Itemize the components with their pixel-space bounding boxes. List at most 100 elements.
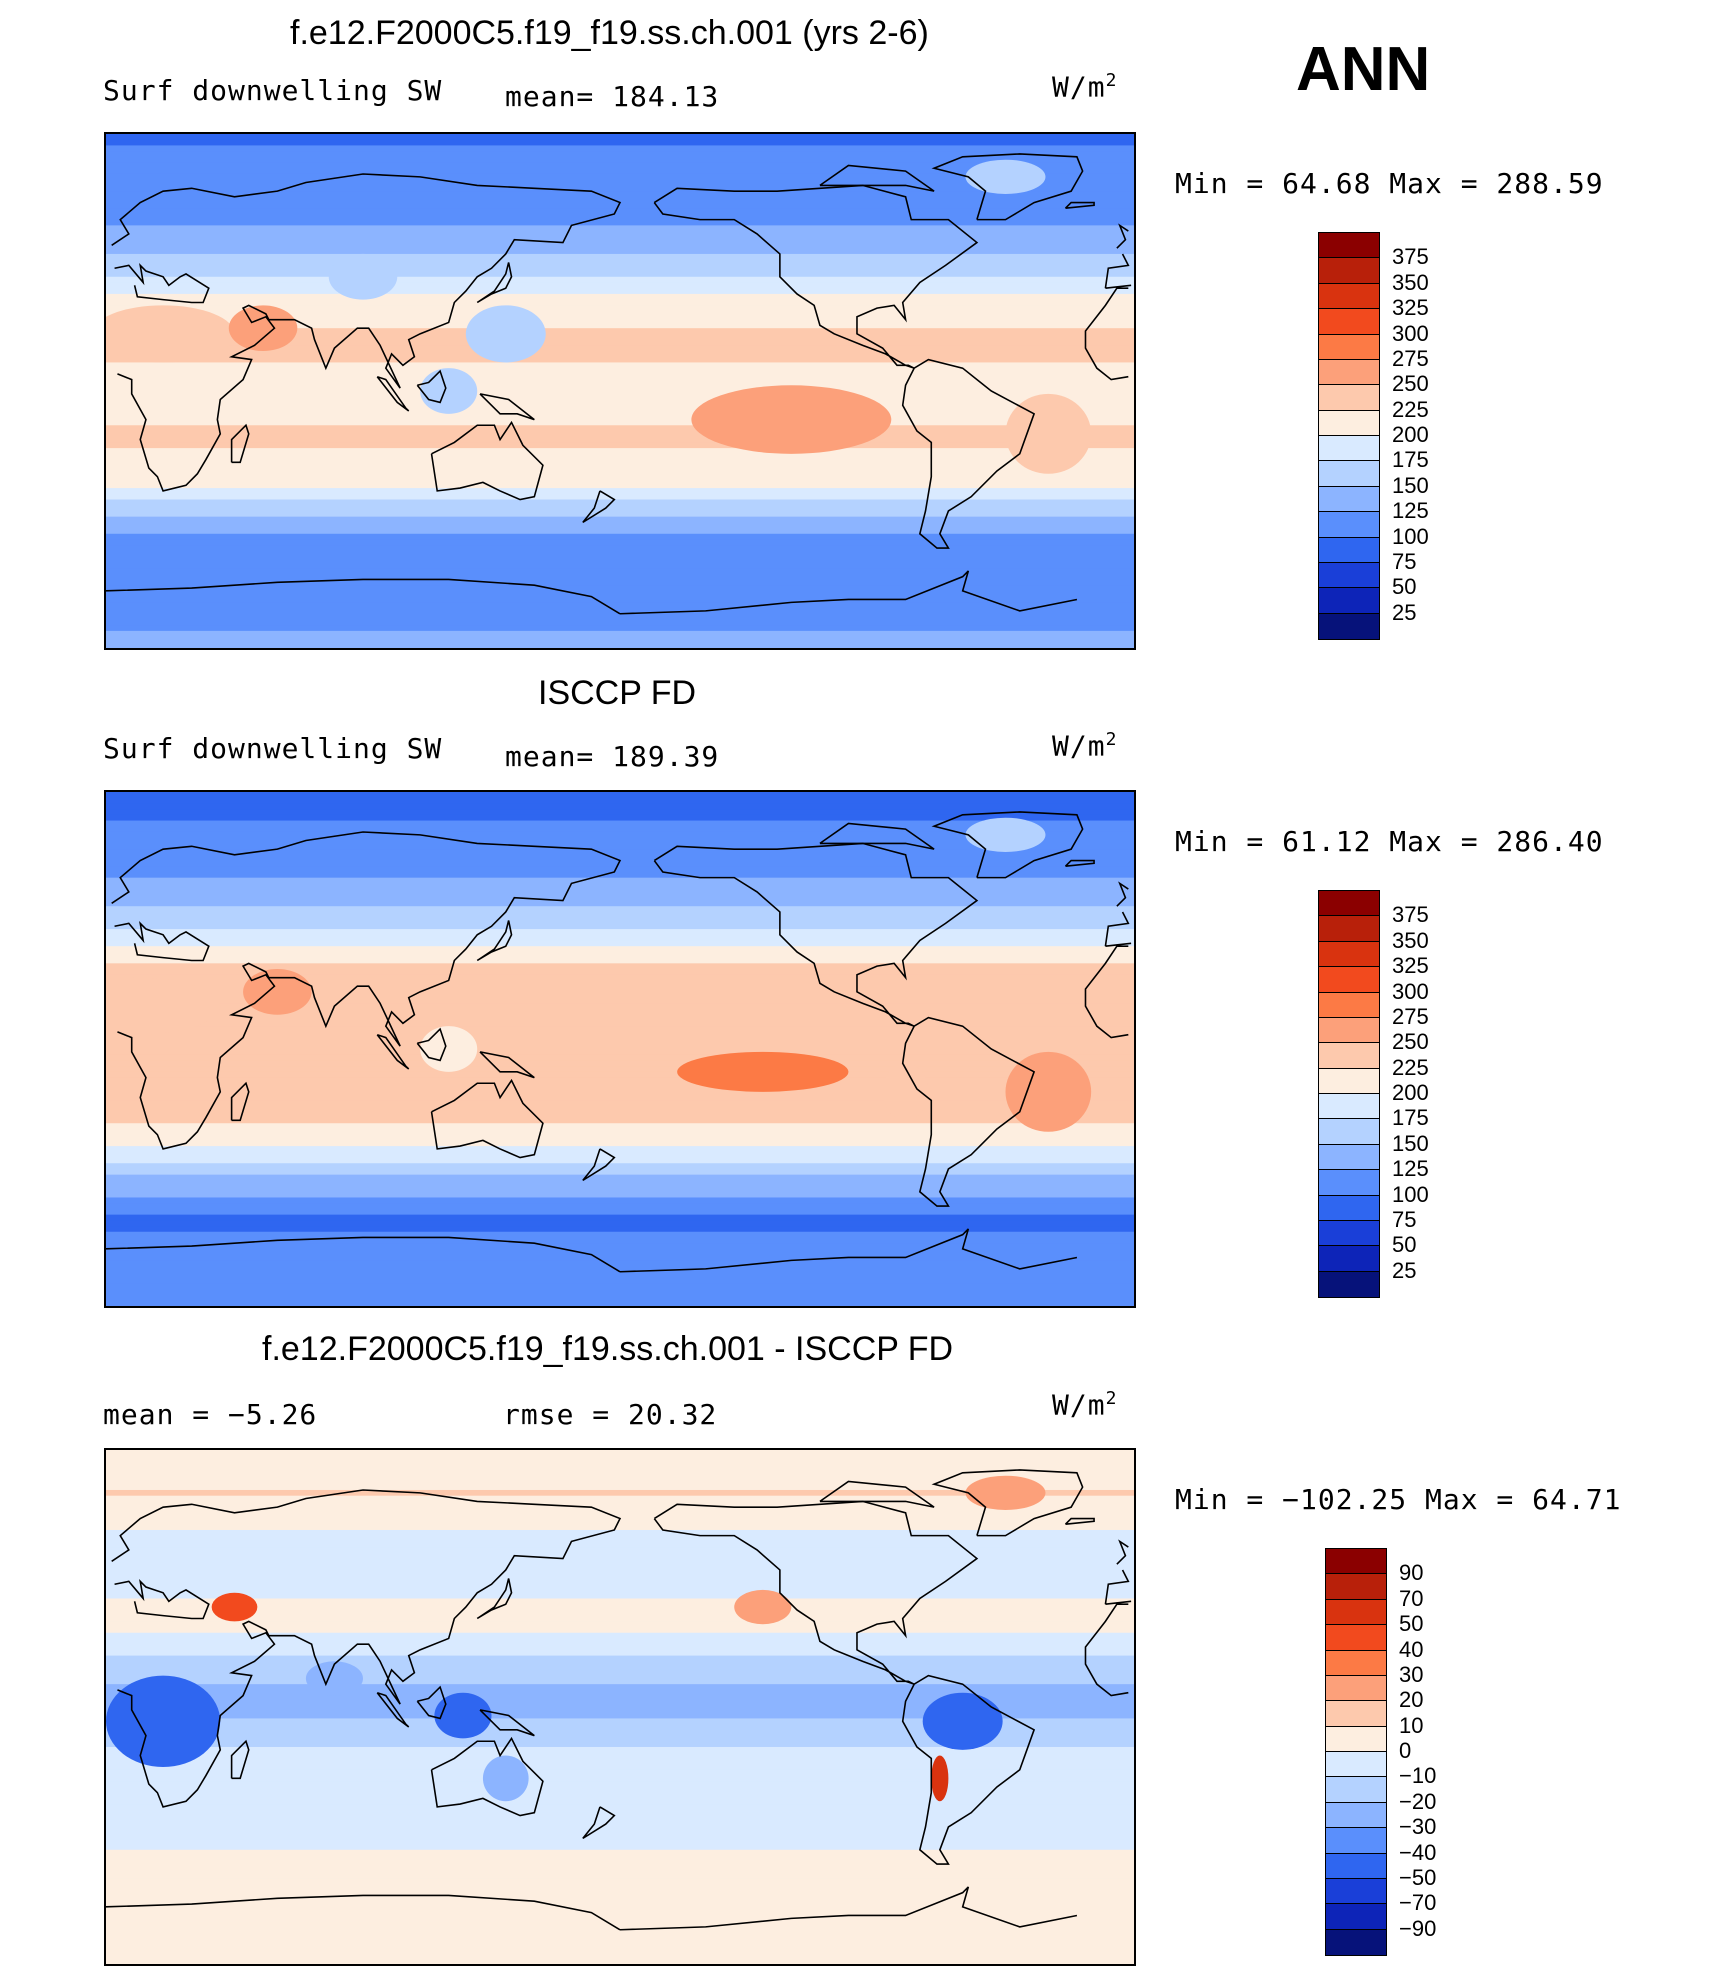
zonal-band xyxy=(106,636,1134,643)
colorbar-tick-label: 125 xyxy=(1392,498,1429,524)
colorbar-swatch xyxy=(1326,1752,1386,1778)
zonal-band xyxy=(106,803,1134,810)
panel-3-mean-label: mean = −5.26 xyxy=(103,1398,318,1431)
zonal-band xyxy=(106,1071,1134,1079)
colorbar-tick-label: −50 xyxy=(1399,1864,1437,1890)
zonal-band xyxy=(106,545,1134,552)
colorbar-tick-label: 40 xyxy=(1399,1636,1424,1662)
zonal-band xyxy=(106,1191,1134,1199)
zonal-band xyxy=(106,1849,1134,1857)
zonal-band xyxy=(106,1220,1134,1227)
panel-1-colorbar xyxy=(1318,232,1380,640)
zonal-band xyxy=(106,1769,1134,1777)
zonal-band xyxy=(106,1128,1134,1136)
zonal-band xyxy=(106,1088,1134,1096)
zonal-band xyxy=(106,539,1134,546)
zonal-band xyxy=(106,889,1134,896)
colorbar-tick-label: 375 xyxy=(1392,902,1429,928)
zonal-band xyxy=(106,1547,1134,1554)
colorbar-tick-label: 10 xyxy=(1399,1712,1424,1738)
zonal-band xyxy=(106,1792,1134,1799)
zonal-band xyxy=(106,1826,1134,1834)
coastline xyxy=(476,1578,513,1620)
colorbar-swatch xyxy=(1319,334,1379,360)
zonal-band xyxy=(106,1472,1134,1480)
zonal-band xyxy=(106,185,1134,192)
zonal-band xyxy=(106,533,1134,541)
zonal-band xyxy=(106,1266,1134,1273)
zonal-band xyxy=(106,573,1134,581)
zonal-band xyxy=(106,1804,1134,1811)
zonal-band xyxy=(106,425,1134,432)
colorbar-swatch xyxy=(1326,1802,1386,1829)
zonal-band xyxy=(106,1100,1134,1107)
coastline xyxy=(376,1033,410,1070)
coastline xyxy=(111,831,1132,1150)
colorbar-tick-label: 50 xyxy=(1399,1611,1424,1637)
zonal-band xyxy=(106,826,1134,833)
zonal-band xyxy=(106,625,1134,632)
zonal-band xyxy=(106,351,1134,358)
zonal-band xyxy=(106,339,1134,346)
zonal-band xyxy=(106,1701,1134,1708)
zonal-band xyxy=(106,253,1134,261)
colorbar-swatch xyxy=(1319,309,1379,335)
zonal-band xyxy=(106,1627,1134,1634)
field-feature xyxy=(243,969,312,1015)
panel-2-map xyxy=(104,790,1136,1308)
zonal-band xyxy=(106,1901,1134,1908)
zonal-band xyxy=(106,1151,1134,1159)
field-feature xyxy=(1005,393,1092,474)
zonal-band xyxy=(106,849,1134,856)
panel-1-title: f.e12.F2000C5.f19_f19.ss.ch.001 (yrs 2-6… xyxy=(290,14,929,52)
zonal-band xyxy=(106,1815,1134,1822)
zonal-band xyxy=(106,1226,1134,1233)
zonal-band xyxy=(106,1094,1134,1101)
zonal-band xyxy=(106,1644,1134,1651)
colorbar-tick-label: 200 xyxy=(1392,1080,1429,1105)
coastline xyxy=(1116,881,1129,907)
zonal-band xyxy=(106,271,1134,278)
colorbar-swatch xyxy=(1319,891,1379,917)
zonal-band xyxy=(106,191,1134,198)
panel-2-colorbar xyxy=(1318,890,1380,1298)
colorbar-tick-label: 300 xyxy=(1392,320,1429,346)
zonal-band xyxy=(106,202,1134,209)
zonal-band xyxy=(106,1689,1134,1697)
zonal-band xyxy=(106,1060,1134,1067)
zonal-band xyxy=(106,986,1134,993)
units-base: W/m xyxy=(1052,70,1106,104)
zonal-band xyxy=(106,596,1134,603)
colorbar-swatch xyxy=(1319,537,1379,563)
colorbar-tick-label: 30 xyxy=(1399,1661,1424,1687)
zonal-band xyxy=(106,1935,1134,1942)
zonal-band xyxy=(106,522,1134,529)
zonal-band xyxy=(106,1621,1134,1628)
zonal-band xyxy=(106,809,1134,816)
colorbar-swatch xyxy=(1319,461,1379,487)
zonal-band xyxy=(106,1866,1134,1874)
field-feature xyxy=(434,1692,492,1739)
field-feature xyxy=(211,1592,258,1622)
zonal-band xyxy=(106,894,1134,902)
colorbar-swatch xyxy=(1319,1271,1379,1297)
zonal-band xyxy=(106,1952,1134,1959)
zonal-band xyxy=(106,911,1134,919)
zonal-band xyxy=(106,1598,1134,1605)
colorbar-tick-label: 125 xyxy=(1392,1156,1429,1182)
field-feature xyxy=(106,1675,221,1767)
zonal-band xyxy=(106,516,1134,523)
colorbar-swatch xyxy=(1319,1195,1379,1221)
coastline xyxy=(582,1148,616,1182)
zonal-band xyxy=(106,1724,1134,1731)
zonal-band xyxy=(106,843,1134,850)
season-label: ANN xyxy=(1296,35,1431,104)
map-canvas xyxy=(106,134,1134,648)
zonal-band xyxy=(106,322,1134,329)
zonal-band xyxy=(106,476,1134,483)
colorbar-tick-label: −40 xyxy=(1399,1839,1437,1865)
zonal-band xyxy=(106,1741,1134,1748)
zonal-band xyxy=(106,1231,1134,1239)
zonal-band xyxy=(106,871,1134,879)
field-feature xyxy=(965,159,1046,194)
